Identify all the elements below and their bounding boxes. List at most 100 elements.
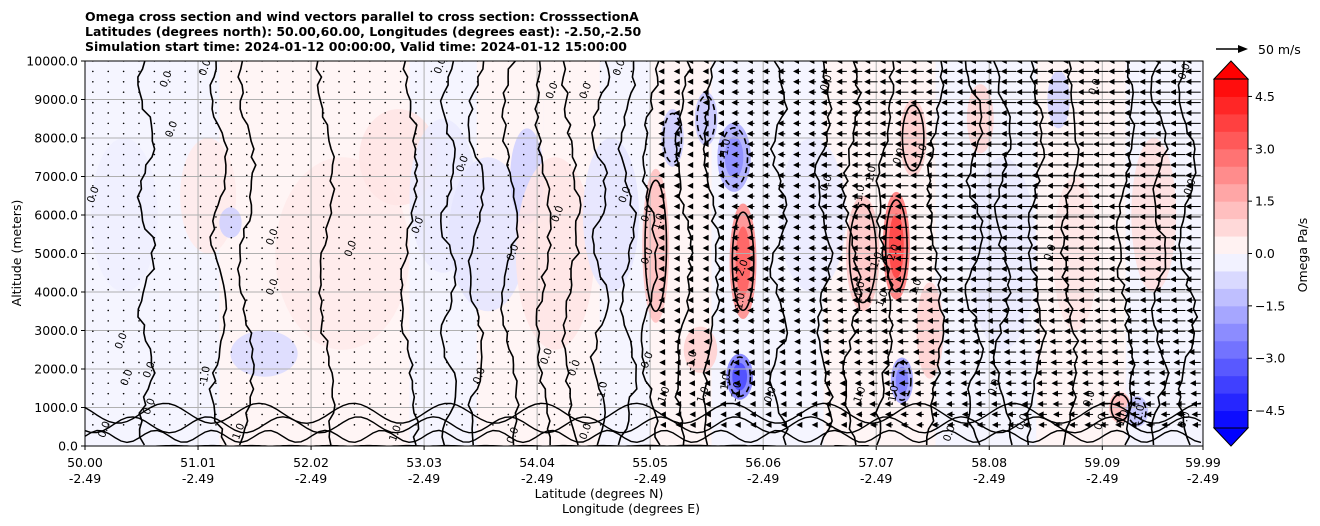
wind-vector-head	[689, 411, 696, 418]
wind-vector-head	[762, 68, 769, 75]
wind-vector-calm	[645, 382, 648, 385]
wind-vector-head	[1051, 380, 1058, 387]
wind-vector-calm	[615, 195, 617, 197]
wind-vector-calm	[338, 80, 340, 83]
wind-vector-calm	[292, 403, 294, 405]
wind-vector-head	[688, 380, 695, 387]
wind-vector-calm	[415, 403, 417, 405]
wind-vector-head	[1016, 203, 1023, 210]
wind-vector-head	[810, 369, 817, 376]
wind-vector-head	[969, 276, 976, 283]
wind-vector-head	[836, 234, 843, 241]
wind-vector-head	[879, 151, 886, 158]
wind-vector-head	[811, 411, 818, 418]
wind-vector-calm	[261, 164, 263, 166]
wind-vector-calm	[553, 309, 556, 312]
wind-vector-calm	[553, 184, 556, 187]
wind-vector-calm	[292, 372, 294, 374]
wind-vector-calm	[107, 413, 110, 416]
wind-vector-calm	[292, 330, 294, 333]
wind-vector-head	[689, 390, 696, 397]
wind-vector-head	[912, 338, 919, 345]
wind-vector-head	[675, 401, 682, 408]
colorbar-tick-label: −3.0	[1255, 351, 1285, 366]
wind-vector-calm	[599, 309, 602, 312]
colorbar-level	[1214, 183, 1248, 202]
contour-label: 0.0	[1176, 62, 1193, 82]
wind-vector-calm	[430, 309, 433, 312]
wind-vector-calm	[369, 122, 371, 125]
wind-vector-head	[658, 234, 665, 241]
wind-vector-calm	[276, 351, 279, 353]
wind-vector-calm	[307, 195, 310, 197]
wind-vector-head	[746, 141, 753, 148]
wind-vector-head	[1141, 338, 1148, 345]
wind-vector-calm	[599, 247, 602, 249]
wind-vector-head	[1111, 359, 1118, 366]
wind-vector-head	[1031, 265, 1038, 272]
wind-vector-head	[854, 380, 861, 387]
wind-vector-calm	[630, 392, 633, 395]
wind-vector-head	[1143, 380, 1150, 387]
wind-vector-head	[1170, 109, 1177, 116]
wind-vector-calm	[599, 122, 602, 125]
x-tick-label-lon: -2.49	[182, 471, 214, 486]
wind-vector-head	[1031, 193, 1038, 200]
wind-vector-calm	[168, 392, 171, 395]
wind-vector-calm	[107, 372, 110, 374]
wind-vector-calm	[153, 174, 156, 177]
wind-vector-calm	[322, 91, 325, 93]
wind-vector-head	[1093, 130, 1100, 137]
wind-vector-calm	[584, 153, 587, 156]
wind-vector-calm	[492, 195, 494, 197]
wind-vector-head	[687, 89, 694, 96]
wind-vector-calm	[168, 132, 171, 135]
wind-vector-head	[836, 78, 843, 85]
wind-vector-head	[717, 68, 724, 75]
wind-vector-head	[1018, 328, 1025, 335]
wind-vector-head	[1123, 182, 1130, 189]
wind-vector-head	[732, 349, 739, 356]
wind-vector-head	[793, 317, 800, 324]
wind-vector-head	[941, 99, 948, 106]
wind-vector-calm	[261, 143, 263, 145]
wind-vector-calm	[369, 392, 371, 395]
wind-vector-calm	[92, 351, 94, 353]
wind-vector-head	[929, 369, 936, 376]
wind-vector-head	[674, 349, 681, 356]
wind-vector-calm	[584, 361, 587, 364]
wind-vector-calm	[538, 330, 540, 333]
wind-vector-calm	[184, 413, 186, 416]
wind-vector-calm	[92, 70, 94, 73]
wind-vector-calm	[153, 205, 156, 208]
wind-vector-calm	[415, 392, 417, 395]
wind-vector-calm	[599, 164, 602, 166]
wind-vector-calm	[399, 351, 402, 353]
wind-vector-calm	[122, 257, 125, 260]
wind-vector-head	[808, 141, 815, 148]
wind-vector-head	[1081, 369, 1088, 376]
wind-vector-calm	[307, 361, 310, 364]
wind-vector-calm	[215, 403, 217, 405]
wind-vector-head	[1139, 172, 1146, 179]
contour-label: 0.0	[639, 350, 656, 370]
wind-vector-head	[910, 141, 917, 148]
wind-vector-head	[956, 78, 963, 85]
colorbar-level	[1214, 323, 1248, 342]
wind-vector-head	[854, 359, 861, 366]
wind-vector-head	[1031, 286, 1038, 293]
wind-vector-head	[1046, 265, 1053, 272]
wind-vector-head	[810, 390, 817, 397]
wind-vector-calm	[353, 330, 356, 333]
wind-vector-head	[1093, 234, 1100, 241]
wind-vector-calm	[507, 132, 510, 135]
y-tick-label: 7000.0	[34, 169, 78, 184]
wind-vector-head	[976, 411, 983, 418]
wind-vector-calm	[476, 101, 479, 104]
wind-vector-head	[718, 297, 725, 304]
wind-vector-calm	[599, 236, 602, 239]
wind-vector-head	[985, 182, 992, 189]
wind-vector-calm	[492, 320, 494, 322]
wind-vector-calm	[599, 299, 602, 301]
contour-label: 0.0	[197, 58, 214, 78]
